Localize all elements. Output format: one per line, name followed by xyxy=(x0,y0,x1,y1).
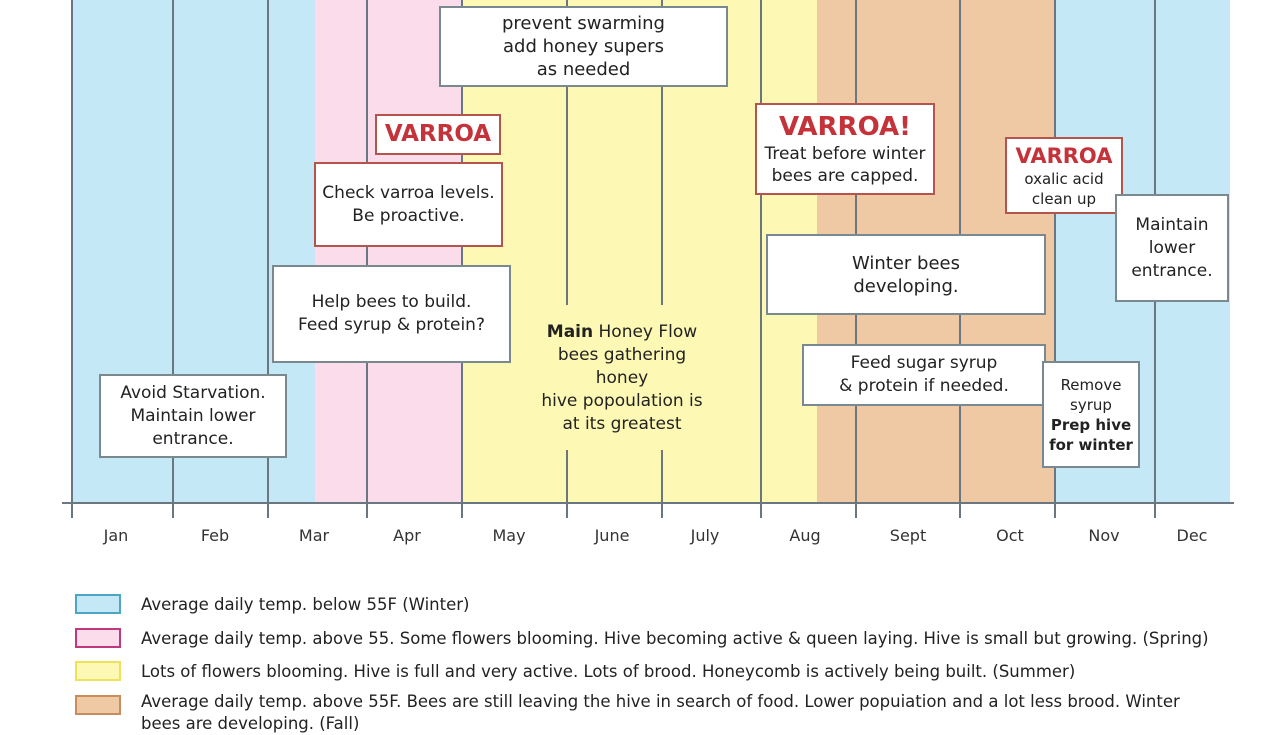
month-divider xyxy=(566,0,568,518)
month-divider xyxy=(1054,0,1056,518)
note-line: syrup xyxy=(1070,395,1112,414)
spring-band xyxy=(315,0,462,503)
legend-swatch xyxy=(75,628,121,648)
maintain-entrance-note: Maintain lower entrance. xyxy=(1115,194,1229,302)
note-line: prevent swarming xyxy=(501,13,665,34)
legend-text: Lots of flowers blooming. Hive is full a… xyxy=(141,661,1076,681)
note-line: Main Honey Flow xyxy=(520,321,724,344)
note-line: Avoid Starvation. xyxy=(120,382,266,403)
note-line: as needed xyxy=(536,59,631,80)
note-line: developing. xyxy=(853,275,959,297)
legend-swatch xyxy=(75,594,121,614)
month-label: Jan xyxy=(103,526,129,545)
note-line: Feed syrup & protein? xyxy=(298,315,485,335)
starvation-note: Avoid Starvation. Maintain lower entranc… xyxy=(99,374,287,458)
note-line: oxalic acid xyxy=(1024,169,1104,188)
timeline-axis xyxy=(62,502,1234,504)
varroa-title: VARROA xyxy=(1015,143,1113,168)
month-divider xyxy=(661,0,663,518)
note-line: honey xyxy=(595,368,649,388)
note-line: Treat before winter xyxy=(764,144,926,164)
note-line: Be proactive. xyxy=(352,205,465,226)
winter-bees-note: Winter bees developing. xyxy=(766,234,1046,315)
month-label: Nov xyxy=(1088,526,1120,545)
prep-winter-note: Remove syrup Prep hive for winter xyxy=(1042,361,1140,468)
note-line: bees gathering xyxy=(557,345,687,365)
legend-fall: Average daily temp. above 55F. Bees are … xyxy=(75,691,1180,735)
month-label: Apr xyxy=(393,526,421,545)
month-label: Mar xyxy=(298,526,330,545)
legend-swatch xyxy=(75,695,121,715)
note-line: Help bees to build. xyxy=(311,292,472,312)
note-line: Maintain xyxy=(1135,214,1209,235)
varroa-title: VARROA xyxy=(384,121,492,147)
legend-summer: Lots of flowers blooming. Hive is full a… xyxy=(75,661,1075,681)
feed-fall-note: Feed sugar syrup & protein if needed. xyxy=(802,344,1046,406)
note-line: Maintain lower xyxy=(130,405,256,426)
varroa-fall-note: VARROA oxalic acid clean up xyxy=(1005,137,1123,214)
month-divider xyxy=(760,0,762,518)
month-label: Aug xyxy=(789,526,821,545)
honey-flow-note: Main Honey Flow bees gathering honey hiv… xyxy=(520,305,724,450)
note-line: hive popoulation is xyxy=(541,391,703,411)
note-line: for winter xyxy=(1049,435,1133,454)
note-line: Feed sugar syrup xyxy=(850,353,998,373)
note-line: lower xyxy=(1148,237,1196,258)
note-line: bees are capped. xyxy=(771,166,919,186)
note-line: add honey supers xyxy=(503,36,664,57)
swarming-note: prevent swarming add honey supers as nee… xyxy=(439,6,728,87)
flow-title: Honey Flow xyxy=(593,322,698,342)
varroa-spring-label: VARROA xyxy=(375,114,501,155)
month-divider xyxy=(366,0,368,518)
month-label: Dec xyxy=(1176,526,1208,545)
month-label: June xyxy=(594,526,630,545)
note-line: at its greatest xyxy=(562,414,682,434)
flow-bold: Main xyxy=(546,322,594,342)
month-divider xyxy=(461,0,463,518)
legend-swatch xyxy=(75,661,121,681)
month-label: Oct xyxy=(996,526,1024,545)
varroa-spring-note: Check varroa levels. Be proactive. xyxy=(314,162,503,247)
note-line: Remove xyxy=(1060,375,1122,394)
legend-text: Average daily temp. above 55. Some flowe… xyxy=(141,628,1209,648)
month-label: Feb xyxy=(200,526,230,545)
varroa-summer-note: VARROA! Treat before winter bees are cap… xyxy=(755,103,935,195)
note-line: entrance. xyxy=(1131,260,1213,281)
legend-spring: Average daily temp. above 55. Some flowe… xyxy=(75,628,1209,648)
legend-winter: Average daily temp. below 55F (Winter) xyxy=(75,594,469,614)
month-divider xyxy=(267,0,269,518)
month-label: July xyxy=(690,526,720,545)
legend-text-block: Average daily temp. above 55F. Bees are … xyxy=(141,691,1180,735)
note-line: & protein if needed. xyxy=(839,376,1009,396)
note-line: Prep hive xyxy=(1050,415,1132,434)
month-label: Sept xyxy=(889,526,927,545)
legend-text: bees are developing. (Fall) xyxy=(141,714,360,733)
month-divider xyxy=(71,0,73,518)
note-line: Winter bees xyxy=(851,252,961,274)
legend-text: Average daily temp. below 55F (Winter) xyxy=(141,594,470,614)
build-note: Help bees to build. Feed syrup & protein… xyxy=(272,265,511,363)
month-label: May xyxy=(492,526,526,545)
varroa-title: VARROA! xyxy=(779,112,911,142)
month-divider xyxy=(172,0,174,518)
note-line: entrance. xyxy=(152,428,234,449)
note-line: Check varroa levels. xyxy=(322,182,495,203)
note-line: clean up xyxy=(1031,189,1097,208)
legend-text: Average daily temp. above 55F. Bees are … xyxy=(141,692,1180,711)
